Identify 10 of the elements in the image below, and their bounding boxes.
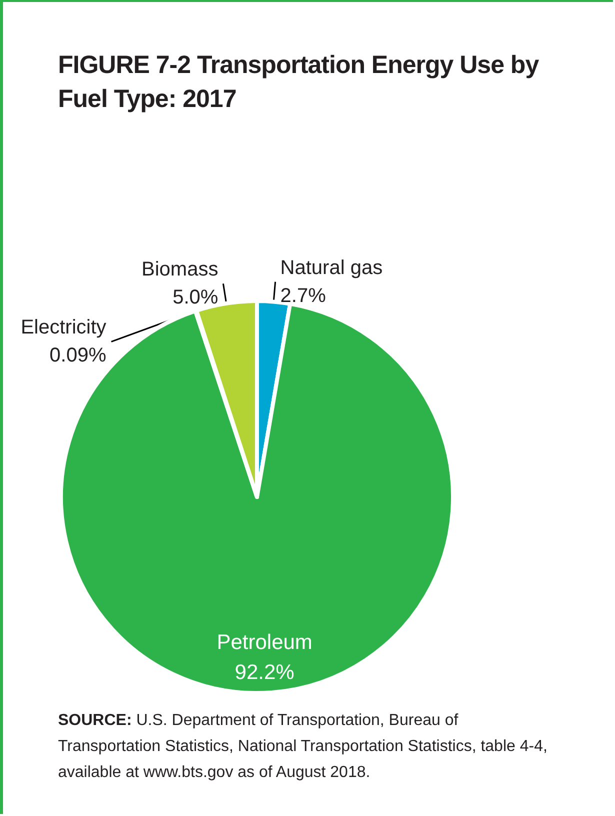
chart-title: FIGURE 7-2 Transportation Energy Use by Fuel Type: 2017	[58, 50, 540, 115]
slice-label: Biomass	[142, 258, 218, 281]
data-label: 0.09%	[50, 344, 106, 367]
slice-label: Petroleum	[216, 631, 312, 654]
slice-label: Natural gas	[280, 256, 383, 279]
source-note: SOURCE: U.S. Department of Transportation, Bureau of Transportation Statistics, National Transportation Statistics, table 4-4, available at www.bts.gov as of August 2018.	[58, 711, 548, 783]
data-label: 2.7%	[280, 284, 326, 307]
data-label: 5.0%	[172, 286, 218, 309]
slice-label: Electricity	[20, 316, 106, 339]
data-label: 92.2%	[234, 661, 294, 684]
